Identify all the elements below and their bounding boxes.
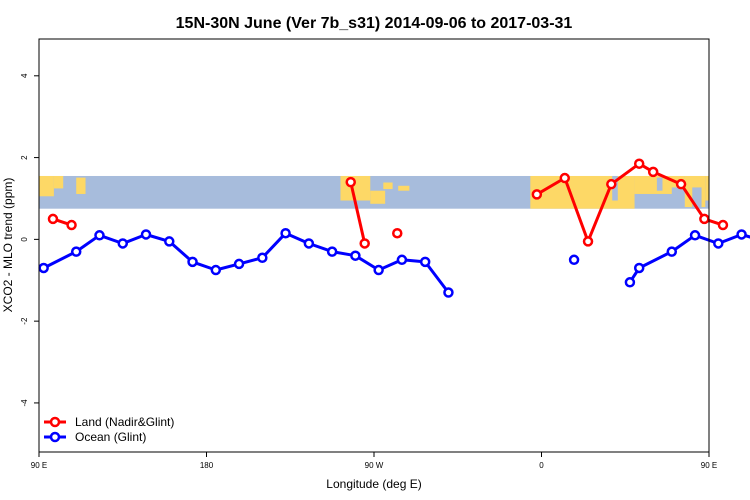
x-tick-label: 90 E: [701, 461, 717, 470]
data-point: [164, 236, 175, 247]
data-point: [280, 227, 291, 239]
legend-marker: [49, 431, 61, 443]
legend-label: Land (Nadir&Glint): [75, 415, 174, 429]
data-point: [38, 262, 49, 274]
data-point: [392, 227, 403, 239]
y-tick-label: -2: [20, 317, 29, 325]
data-point: [531, 189, 543, 200]
legend-label: Ocean (Glint): [75, 430, 146, 444]
x-axis: 90 E 180 90 W 0 90 E: [31, 452, 717, 470]
data-point: [624, 277, 636, 288]
data-point: [345, 176, 356, 188]
y-tick-label: 2: [20, 155, 29, 160]
data-point: [443, 287, 454, 298]
y-axis: -4 -2 0 2 4: [20, 73, 39, 406]
y-tick-label: 0: [20, 237, 29, 242]
y-tick-label: 4: [20, 73, 29, 78]
map-land-region: [53, 175, 64, 189]
data-point: [713, 238, 724, 249]
map-ocean-inlet: [692, 187, 702, 209]
data-point: [66, 219, 77, 231]
legend: Land (Nadir&Glint)Ocean (Glint): [44, 415, 174, 444]
y-tick-label: -4: [20, 399, 29, 407]
map-land-region: [398, 185, 410, 191]
data-point: [187, 256, 198, 268]
data-point: [647, 166, 659, 178]
map-land-region: [76, 177, 86, 194]
world-map-band: [39, 175, 709, 209]
data-point: [257, 252, 268, 264]
legend-marker: [49, 416, 61, 428]
data-point: [359, 238, 370, 249]
plot-frame: [38, 38, 710, 453]
x-tick-label: 90 W: [365, 461, 384, 470]
data-point: [350, 250, 361, 261]
data-point: [699, 213, 710, 225]
data-point: [633, 158, 645, 169]
data-point: [633, 262, 645, 274]
data-point: [210, 264, 222, 276]
data-point: [559, 172, 571, 184]
data-point: [117, 238, 128, 249]
series-land: [47, 158, 729, 249]
x-axis-label: Longitude (deg E): [326, 477, 421, 491]
data-point: [140, 229, 152, 240]
data-point: [736, 229, 747, 240]
data-point: [94, 230, 105, 241]
data-point: [373, 264, 384, 276]
series-layer: [38, 158, 750, 298]
data-point: [689, 230, 701, 241]
x-tick-label: 90 E: [31, 461, 47, 470]
x-tick-label: 0: [539, 461, 544, 470]
data-point: [70, 246, 82, 257]
data-point: [606, 178, 617, 190]
series-line: [349, 181, 367, 244]
x-tick-label: 180: [200, 461, 214, 470]
data-point: [666, 246, 678, 257]
map-land-region: [39, 175, 54, 197]
data-point: [582, 236, 594, 247]
data-point: [233, 258, 245, 270]
map-ocean-inlet: [612, 175, 618, 201]
map-land-region: [370, 190, 386, 204]
data-point: [303, 238, 315, 249]
data-point: [396, 254, 408, 266]
map-land-region: [705, 175, 709, 201]
y-axis-label: XCO2 - MLO trend (ppm): [1, 178, 15, 313]
data-point: [717, 219, 729, 231]
data-point: [568, 254, 580, 266]
series-ocean: [38, 227, 750, 298]
data-point: [419, 256, 431, 268]
chart-title: 15N-30N June (Ver 7b_s31) 2014-09-06 to …: [176, 15, 573, 32]
data-point: [47, 213, 59, 225]
data-point: [675, 178, 687, 190]
map-ocean-inlet: [656, 177, 663, 191]
data-point: [326, 246, 338, 257]
map-land-region: [530, 175, 635, 209]
map-land-region: [383, 182, 393, 190]
